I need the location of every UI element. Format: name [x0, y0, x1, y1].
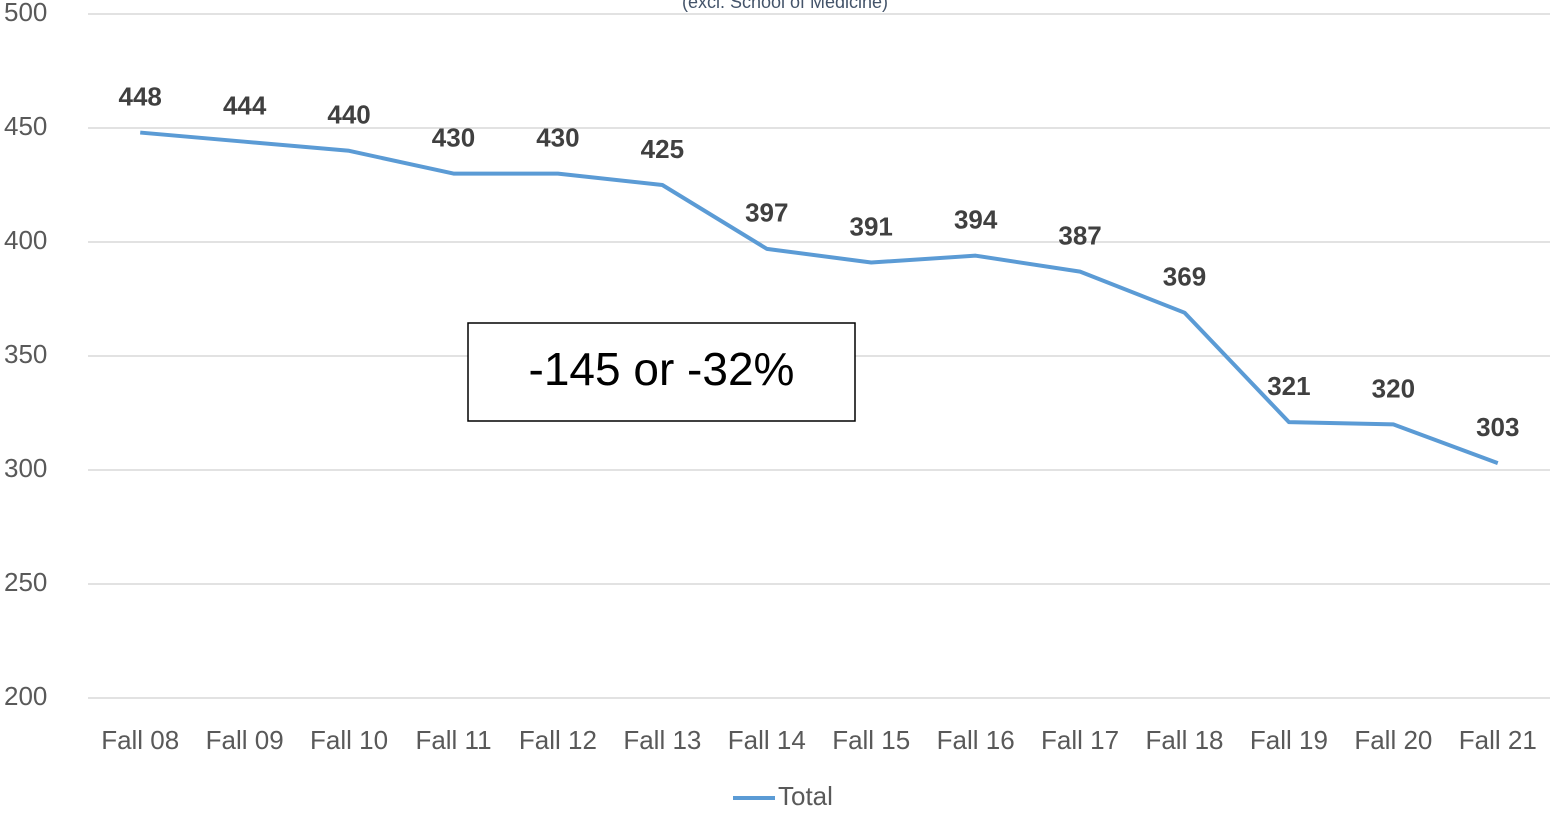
data-label: 440 [327, 100, 370, 130]
x-tick-label: Fall 18 [1145, 725, 1223, 755]
x-tick-label: Fall 11 [415, 725, 491, 755]
data-label: 397 [745, 198, 788, 228]
data-label: 303 [1476, 412, 1519, 442]
x-tick-label: Fall 12 [519, 725, 597, 755]
y-tick-label: 400 [4, 225, 47, 255]
legend-label: Total [778, 781, 833, 811]
data-label: 430 [432, 122, 475, 152]
chart-subtitle: (excl. School of Medicine) [682, 0, 888, 12]
y-tick-label: 300 [4, 453, 47, 483]
annotation-box [467, 322, 856, 422]
data-label: 321 [1267, 371, 1310, 401]
x-tick-label: Fall 20 [1354, 725, 1432, 755]
annotation: -145 or -32% [529, 343, 795, 395]
y-tick-label: 200 [4, 681, 47, 711]
data-label: 387 [1058, 221, 1101, 251]
y-tick-label: 250 [4, 567, 47, 597]
data-label: 320 [1372, 373, 1415, 403]
data-label: 394 [954, 205, 998, 235]
x-tick-label: Fall 21 [1459, 725, 1537, 755]
data-label: 369 [1163, 262, 1206, 292]
data-label: 430 [536, 122, 579, 152]
x-tick-label: Fall 14 [728, 725, 806, 755]
x-tick-label: Fall 13 [623, 725, 701, 755]
data-label: 425 [641, 134, 684, 164]
data-label: 391 [850, 211, 893, 241]
y-tick-label: 450 [4, 111, 47, 141]
x-tick-label: Fall 17 [1041, 725, 1119, 755]
data-label: 444 [223, 91, 267, 121]
x-tick-label: Fall 15 [832, 725, 910, 755]
x-tick-label: Fall 16 [937, 725, 1015, 755]
x-tick-label: Fall 19 [1250, 725, 1328, 755]
x-tick-label: Fall 09 [206, 725, 284, 755]
y-tick-label: 350 [4, 339, 47, 369]
x-tick-label: Fall 08 [101, 725, 179, 755]
line [140, 130, 1499, 466]
data-label: 448 [119, 81, 162, 111]
x-tick-label: Fall 10 [310, 725, 388, 755]
y-tick-label: 500 [4, 0, 47, 27]
